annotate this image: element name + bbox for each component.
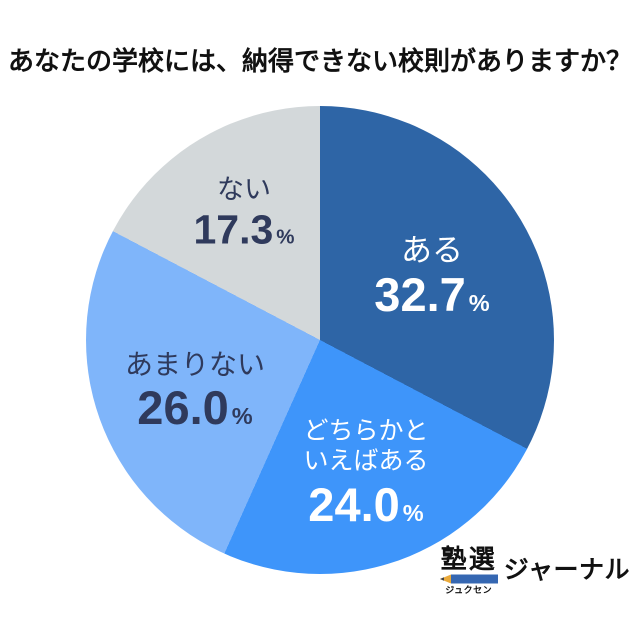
logo-brand-text: 塾選 (440, 544, 497, 575)
brand-logo: 塾選 ジュクセン ジャーナル (439, 544, 630, 596)
pie-chart (86, 106, 554, 574)
chart-title: あなたの学校には、納得できない校則がありますか？ (7, 46, 632, 76)
logo-furigana-text: ジュクセン (445, 585, 493, 596)
logo-suffix-text: ジャーナル (503, 556, 630, 584)
brand-logo-left: 塾選 ジュクセン (439, 544, 498, 596)
pencil-icon (439, 574, 498, 584)
